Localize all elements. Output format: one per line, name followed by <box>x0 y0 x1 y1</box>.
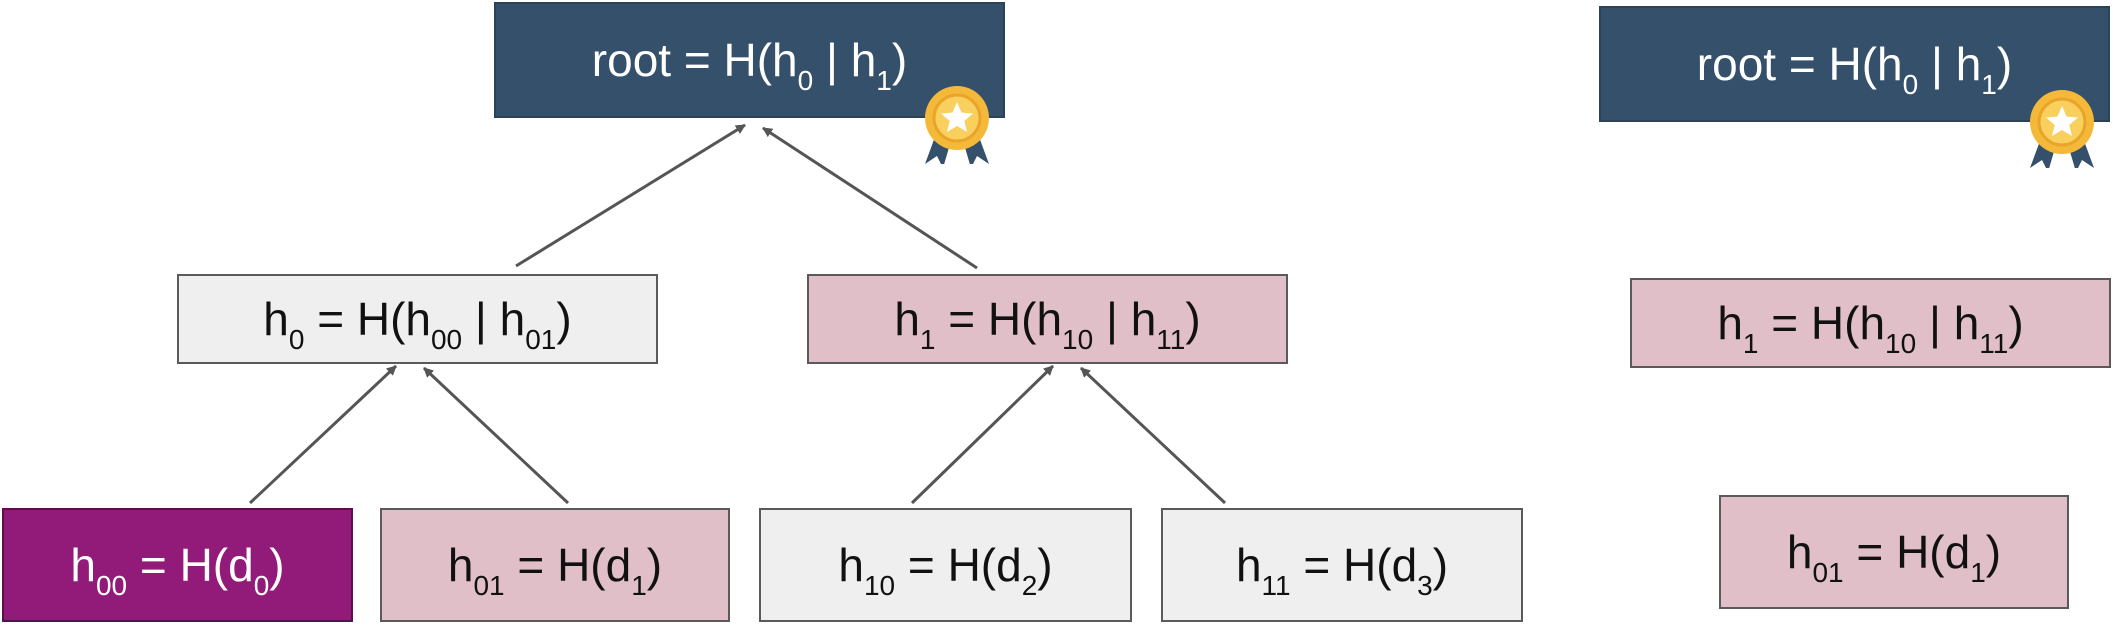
proof-node-h01-label: h01 = H(d1) <box>1786 526 2002 588</box>
tree-leaf-h11: h11 = H(d3) <box>1161 508 1523 622</box>
tree-leaf-h00-label: h00 = H(d0) <box>70 539 285 601</box>
proof-root-node: root = H(h0 | h1) <box>1599 6 2110 122</box>
tree-leaf-h10: h10 = H(d2) <box>759 508 1132 622</box>
edge-h0-to-root <box>515 123 746 268</box>
edge-h1-to-root <box>762 126 978 270</box>
tree-leaf-h01: h01 = H(d1) <box>380 508 730 622</box>
award-badge-icon <box>2030 90 2094 168</box>
tree-node-h0-label: h0 = H(h00 | h01) <box>263 293 572 355</box>
proof-node-h1-label: h1 = H(h10 | h11) <box>1717 297 2024 359</box>
tree-leaf-h00: h00 = H(d0) <box>2 508 353 622</box>
edge-h11-to-h1 <box>1079 366 1227 505</box>
tree-leaf-h11-label: h11 = H(d3) <box>1235 539 1449 601</box>
tree-node-h0: h0 = H(h00 | h01) <box>177 274 658 364</box>
edge-h00-to-h0 <box>248 364 398 505</box>
tree-node-h1: h1 = H(h10 | h11) <box>807 274 1288 364</box>
proof-node-h01: h01 = H(d1) <box>1719 495 2069 609</box>
tree-node-h1-label: h1 = H(h10 | h11) <box>894 293 1201 355</box>
award-badge-icon <box>925 86 989 164</box>
proof-root-label: root = H(h0 | h1) <box>1696 38 2013 100</box>
edge-h01-to-h0 <box>422 366 570 505</box>
proof-node-h1: h1 = H(h10 | h11) <box>1630 278 2111 368</box>
tree-leaf-h10-label: h10 = H(d2) <box>838 539 1053 601</box>
tree-leaf-h01-label: h01 = H(d1) <box>447 539 663 601</box>
tree-root-label: root = H(h0 | h1) <box>591 34 908 96</box>
tree-root-node: root = H(h0 | h1) <box>494 2 1005 118</box>
edge-h10-to-h1 <box>910 364 1055 505</box>
